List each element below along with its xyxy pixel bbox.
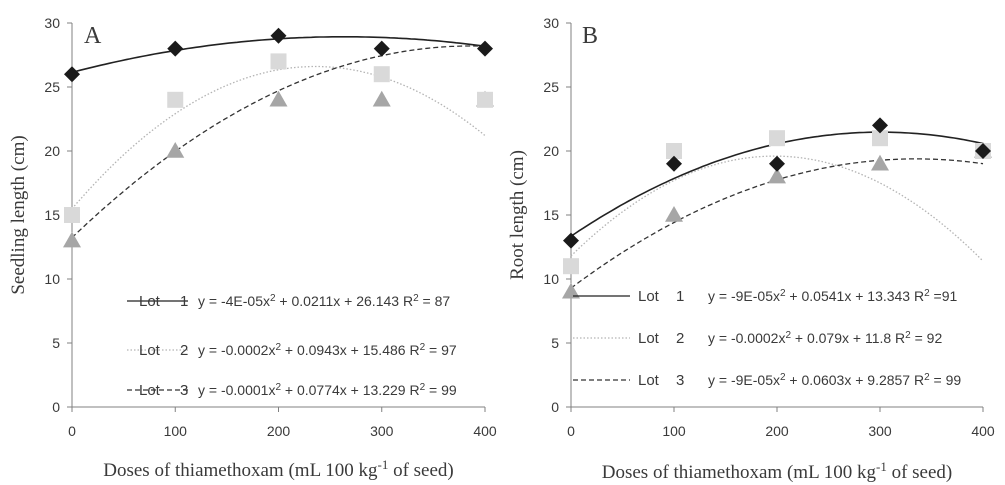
data-point-lot-2 (769, 130, 785, 147)
trend-equation: y = -9E-05x2 + 0.0541x + 13.343 R2 =91 (708, 288, 958, 305)
x-axis-title: Doses of thiamethoxam (mL 100 kg-1 of se… (103, 457, 454, 482)
data-point-lot-1 (373, 40, 390, 57)
superscript: -1 (876, 459, 887, 474)
trend-equation: y = -0.0001x2 + 0.0774x + 13.229 R2 = 99 (198, 382, 457, 399)
legend-label-number: 2 (676, 330, 684, 347)
x-tick-label: 400 (473, 423, 497, 439)
panel-label: B (582, 23, 598, 49)
y-tick-label: 25 (44, 79, 60, 95)
data-point-lot-3 (269, 90, 288, 107)
superscript: 2 (420, 382, 426, 393)
data-point-lot-2 (64, 207, 80, 223)
x-tick-label: 200 (267, 423, 291, 439)
x-tick-label: 400 (971, 423, 995, 439)
superscript: 2 (780, 288, 786, 299)
data-point-lot-3 (665, 206, 683, 222)
data-point-lot-3 (768, 167, 786, 184)
trend-line-lot-3 (71, 45, 486, 239)
superscript: 2 (780, 372, 786, 383)
x-axis-title: Doses of thiamethoxam (mL 100 kg-1 of se… (602, 459, 953, 484)
legend-label: Lot (139, 382, 161, 399)
x-tick-label: 300 (370, 423, 394, 439)
superscript: 2 (905, 330, 911, 341)
data-point-lot-1 (563, 232, 579, 249)
data-point-lot-3 (871, 154, 889, 171)
data-point-lot-2 (872, 130, 888, 147)
data-point-lot-2 (666, 143, 682, 159)
y-tick-label: 0 (52, 399, 60, 415)
legend-label: Lot (638, 288, 660, 305)
superscript: 2 (275, 342, 281, 353)
trend-equation: y = -0.0002x2 + 0.0943x + 15.486 R2 = 97 (198, 342, 457, 359)
data-point-lot-1 (167, 40, 184, 57)
data-point-lot-2 (167, 91, 184, 108)
x-tick-label: 200 (765, 423, 789, 439)
y-tick-label: 15 (543, 207, 559, 223)
trend-line-lot-2 (71, 65, 486, 210)
data-point-lot-1 (666, 155, 682, 172)
y-tick-label: 20 (44, 143, 60, 159)
data-point-lot-1 (872, 117, 888, 134)
y-tick-label: 5 (52, 335, 60, 351)
y-tick-label: 25 (543, 79, 559, 95)
legend-label: Lot (139, 342, 161, 359)
y-tick-label: 30 (44, 15, 60, 31)
y-tick-label: 10 (543, 271, 559, 287)
data-point-lot-3 (562, 282, 580, 299)
data-point-lot-1 (270, 27, 287, 44)
y-tick-label: 10 (44, 271, 60, 287)
legend-label-number: 1 (180, 293, 188, 310)
legend-label: Lot (139, 293, 161, 310)
superscript: 2 (413, 293, 419, 304)
x-tick-label: 100 (164, 423, 188, 439)
y-axis-title: Seedling length (cm) (8, 135, 29, 294)
x-tick-label: 0 (567, 423, 575, 439)
trend-line-lot-1 (570, 131, 984, 237)
data-point-lot-1 (975, 143, 991, 159)
data-point-lot-2 (477, 91, 493, 108)
superscript: 2 (270, 293, 276, 304)
legend-label: Lot (638, 372, 660, 389)
superscript: 2 (275, 382, 281, 393)
superscript: 2 (924, 288, 930, 299)
legend-label: Lot (638, 330, 660, 347)
y-tick-label: 5 (551, 335, 559, 351)
data-point-lot-2 (373, 66, 390, 83)
data-point-lot-3 (372, 90, 391, 107)
trend-equation: y = -0.0002x2 + 0.079x + 11.8 R2 = 92 (708, 330, 942, 347)
data-point-lot-2 (563, 258, 579, 275)
trend-equation: y = -9E-05x2 + 0.0603x + 9.2857 R2 = 99 (708, 372, 961, 389)
legend-label-number: 3 (676, 372, 684, 389)
y-tick-label: 0 (551, 399, 559, 415)
panel-label: A (84, 23, 102, 49)
data-point-lot-1 (769, 155, 785, 172)
legend-label-number: 1 (676, 288, 684, 305)
trend-equation: y = -4E-05x2 + 0.0211x + 26.143 R2 = 87 (198, 293, 450, 310)
y-tick-label: 15 (44, 207, 60, 223)
data-point-lot-3 (63, 231, 81, 248)
legend-label-number: 3 (180, 382, 188, 399)
x-tick-label: 100 (662, 423, 686, 439)
x-tick-label: 300 (868, 423, 892, 439)
data-point-lot-3 (166, 142, 185, 158)
y-tick-label: 30 (543, 15, 559, 31)
y-axis-title: Root length (cm) (507, 150, 528, 280)
superscript: 2 (785, 330, 791, 341)
superscript: -1 (377, 457, 388, 472)
superscript: 2 (420, 342, 426, 353)
superscript: 2 (924, 372, 930, 383)
y-tick-label: 20 (543, 143, 559, 159)
data-point-lot-2 (270, 53, 287, 70)
data-point-lot-1 (64, 66, 80, 83)
data-point-lot-1 (477, 40, 493, 57)
x-tick-label: 0 (68, 423, 76, 439)
legend-label-number: 2 (180, 342, 188, 359)
